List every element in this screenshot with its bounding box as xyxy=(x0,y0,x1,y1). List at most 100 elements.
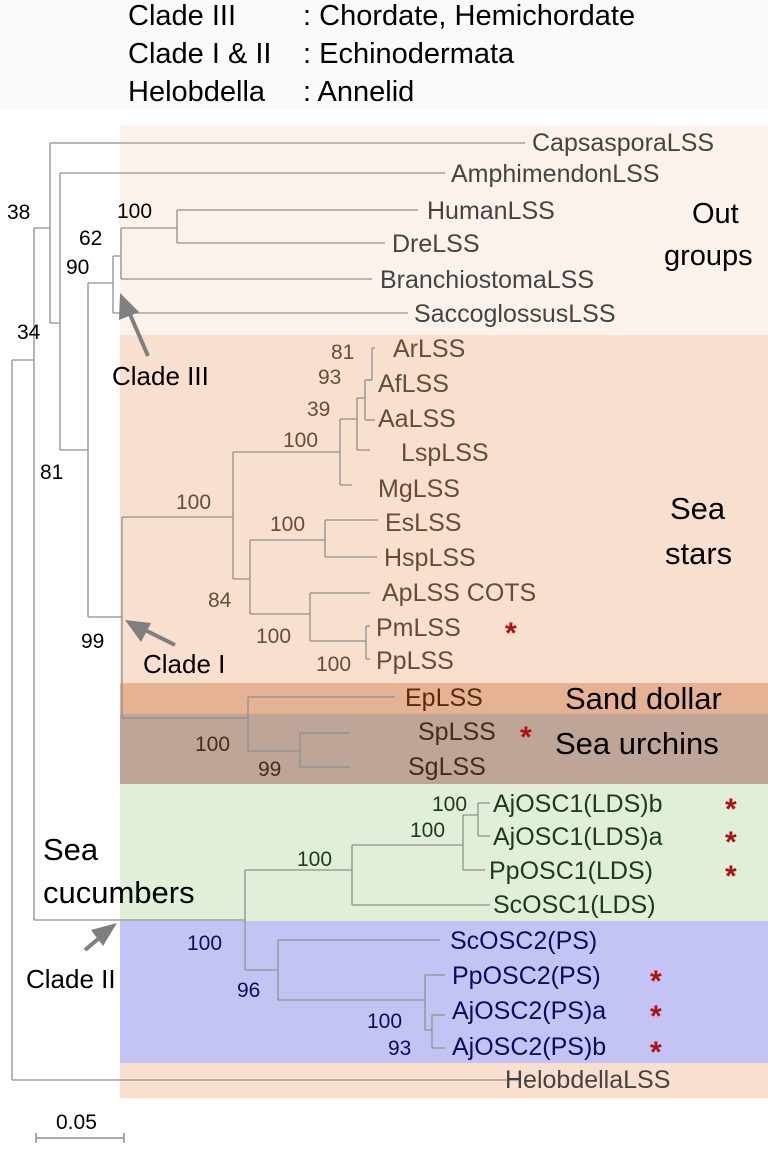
seaurchins-label: Sea urchins xyxy=(555,726,719,761)
leaf-label: ArLSS xyxy=(393,335,465,363)
leaf-label: PpOSC1(LDS) xyxy=(489,857,653,885)
marker-asterisk: * xyxy=(650,965,662,998)
outgroups-label: Out xyxy=(692,198,739,230)
leaf-label: ScOSC2(PS) xyxy=(450,927,597,955)
legend-sep: : xyxy=(303,0,312,32)
leaf-label: SaccoglossusLSS xyxy=(414,300,616,328)
legend-row-clade12: Clade I & II: Echinodermata xyxy=(128,40,514,69)
scale-line xyxy=(35,1133,125,1143)
bootstrap-value: 100 xyxy=(283,429,318,452)
group-labels: Out groups Sea stars Sand dollar Sea urc… xyxy=(43,198,753,910)
clade2-arrowhead xyxy=(91,923,117,946)
leaf-label: PpOSC2(PS) xyxy=(452,962,601,990)
leaf-label: AjOSC1(LDS)a xyxy=(493,823,663,851)
legend-header: Clade III: Chordate, Hemichordate Clade … xyxy=(0,0,768,110)
leaf-label: AjOSC1(LDS)b xyxy=(493,790,663,818)
sanddollar-band xyxy=(120,683,768,714)
sanddollar-label: Sand dollar xyxy=(565,681,722,716)
leaf-label: AmphimendonLSS xyxy=(451,160,659,188)
bootstrap-value: 39 xyxy=(307,398,330,421)
clade1-label: Clade I xyxy=(143,649,225,679)
marker-asterisk: * xyxy=(505,617,517,650)
bootstrap-value: 100 xyxy=(256,625,291,648)
legend-row-helobdella: Helobdella: Annelid xyxy=(128,78,414,107)
leaf-label: EpLSS xyxy=(405,684,483,712)
leaf-label: DreLSS xyxy=(392,230,480,258)
markers: * * * * * * * * xyxy=(505,617,737,1069)
bootstrap-value: 93 xyxy=(388,1037,411,1060)
bootstrap-value: 90 xyxy=(66,256,89,279)
clade1-arrow xyxy=(142,627,176,647)
leaf-label: AaLSS xyxy=(378,405,456,433)
bootstrap-value: 100 xyxy=(316,653,351,676)
leaf-label: PmLSS xyxy=(376,614,461,642)
marker-asterisk: * xyxy=(725,860,737,893)
clade3-arrowhead xyxy=(119,293,139,320)
marker-asterisk: * xyxy=(725,793,737,826)
legend-label: Clade I & II xyxy=(128,38,272,70)
leaf-label: AfLSS xyxy=(378,370,449,398)
legend-sep: : xyxy=(303,76,312,108)
clade-labels: Clade III Clade I Clade II xyxy=(26,361,225,994)
bootstrap-value: 100 xyxy=(270,513,305,536)
legend-desc: Echinodermata xyxy=(319,38,515,70)
seaurchins-band xyxy=(120,714,768,784)
leaf-label: HumanLSS xyxy=(427,197,555,225)
lds-band xyxy=(120,784,768,921)
bootstrap-value: 81 xyxy=(331,341,354,364)
marker-asterisk: * xyxy=(520,721,532,754)
leaf-label: SpLSS xyxy=(418,718,496,746)
legend-label: Clade III xyxy=(128,0,236,32)
leaf-label: AjOSC2(PS)a xyxy=(452,997,606,1025)
bootstrap-value: 62 xyxy=(79,227,102,250)
bootstrap-value: 81 xyxy=(40,461,63,484)
leaf-labels: CapsasporaLSS AmphimendonLSS HumanLSS Dr… xyxy=(376,129,714,1094)
seastars-band xyxy=(120,335,768,683)
bootstrap-value: 100 xyxy=(195,733,230,756)
tree-branches xyxy=(11,142,525,1081)
seacucumbers-label: cucumbers xyxy=(43,875,195,910)
outgroups-band xyxy=(120,125,768,335)
bootstrap-value: 100 xyxy=(432,793,467,816)
legend-row-clade3: Clade III: Chordate, Hemichordate xyxy=(128,2,635,31)
leaf-label: ScOSC1(LDS) xyxy=(493,891,656,919)
seastars-label: Sea xyxy=(670,491,726,526)
leaf-label: CapsasporaLSS xyxy=(532,129,714,157)
scale-label: 0.05 xyxy=(56,1111,97,1134)
leaf-label: LspLSS xyxy=(401,439,489,467)
bootstrap-values: 38 34 81 99 62 90 100 81 93 39 100 100 1… xyxy=(7,200,467,1060)
leaf-label: HelobdellaLSS xyxy=(505,1066,670,1094)
leaf-label: EsLSS xyxy=(385,509,461,537)
clade-arrows xyxy=(83,293,176,952)
bootstrap-value: 96 xyxy=(237,979,260,1002)
bootstrap-value: 100 xyxy=(117,200,152,223)
clade2-label: Clade II xyxy=(26,964,116,994)
scale-bar: 0.05 xyxy=(35,1111,125,1143)
seastars-label: stars xyxy=(665,536,732,571)
clade3-label: Clade III xyxy=(112,361,209,391)
bootstrap-value: 38 xyxy=(7,201,30,224)
bootstrap-value: 99 xyxy=(81,630,104,653)
clade1-arrowhead xyxy=(125,620,151,642)
leaf-label: PpLSS xyxy=(376,647,454,675)
marker-asterisk: * xyxy=(650,1036,662,1069)
clade3-arrow xyxy=(127,311,150,357)
bootstrap-value: 84 xyxy=(208,589,232,612)
seacucumbers-label: Sea xyxy=(43,832,99,867)
legend-desc: Chordate, Hemichordate xyxy=(319,0,636,32)
ps-band xyxy=(120,921,768,1063)
bootstrap-value: 100 xyxy=(410,819,445,842)
leaf-label: ApLSS COTS xyxy=(382,579,536,607)
bootstrap-value: 99 xyxy=(258,758,281,781)
bootstrap-value: 34 xyxy=(17,321,41,344)
leaf-label: HspLSS xyxy=(384,544,476,572)
legend-desc: Annelid xyxy=(317,76,415,108)
legend-label: Helobdella xyxy=(128,76,266,108)
leaf-label: MgLSS xyxy=(378,475,460,503)
marker-asterisk: * xyxy=(650,1000,662,1033)
bootstrap-value: 100 xyxy=(297,848,332,871)
bootstrap-value: 100 xyxy=(367,1010,402,1033)
legend-sep: : xyxy=(303,38,312,70)
leaf-label: BranchiostomaLSS xyxy=(380,266,594,294)
